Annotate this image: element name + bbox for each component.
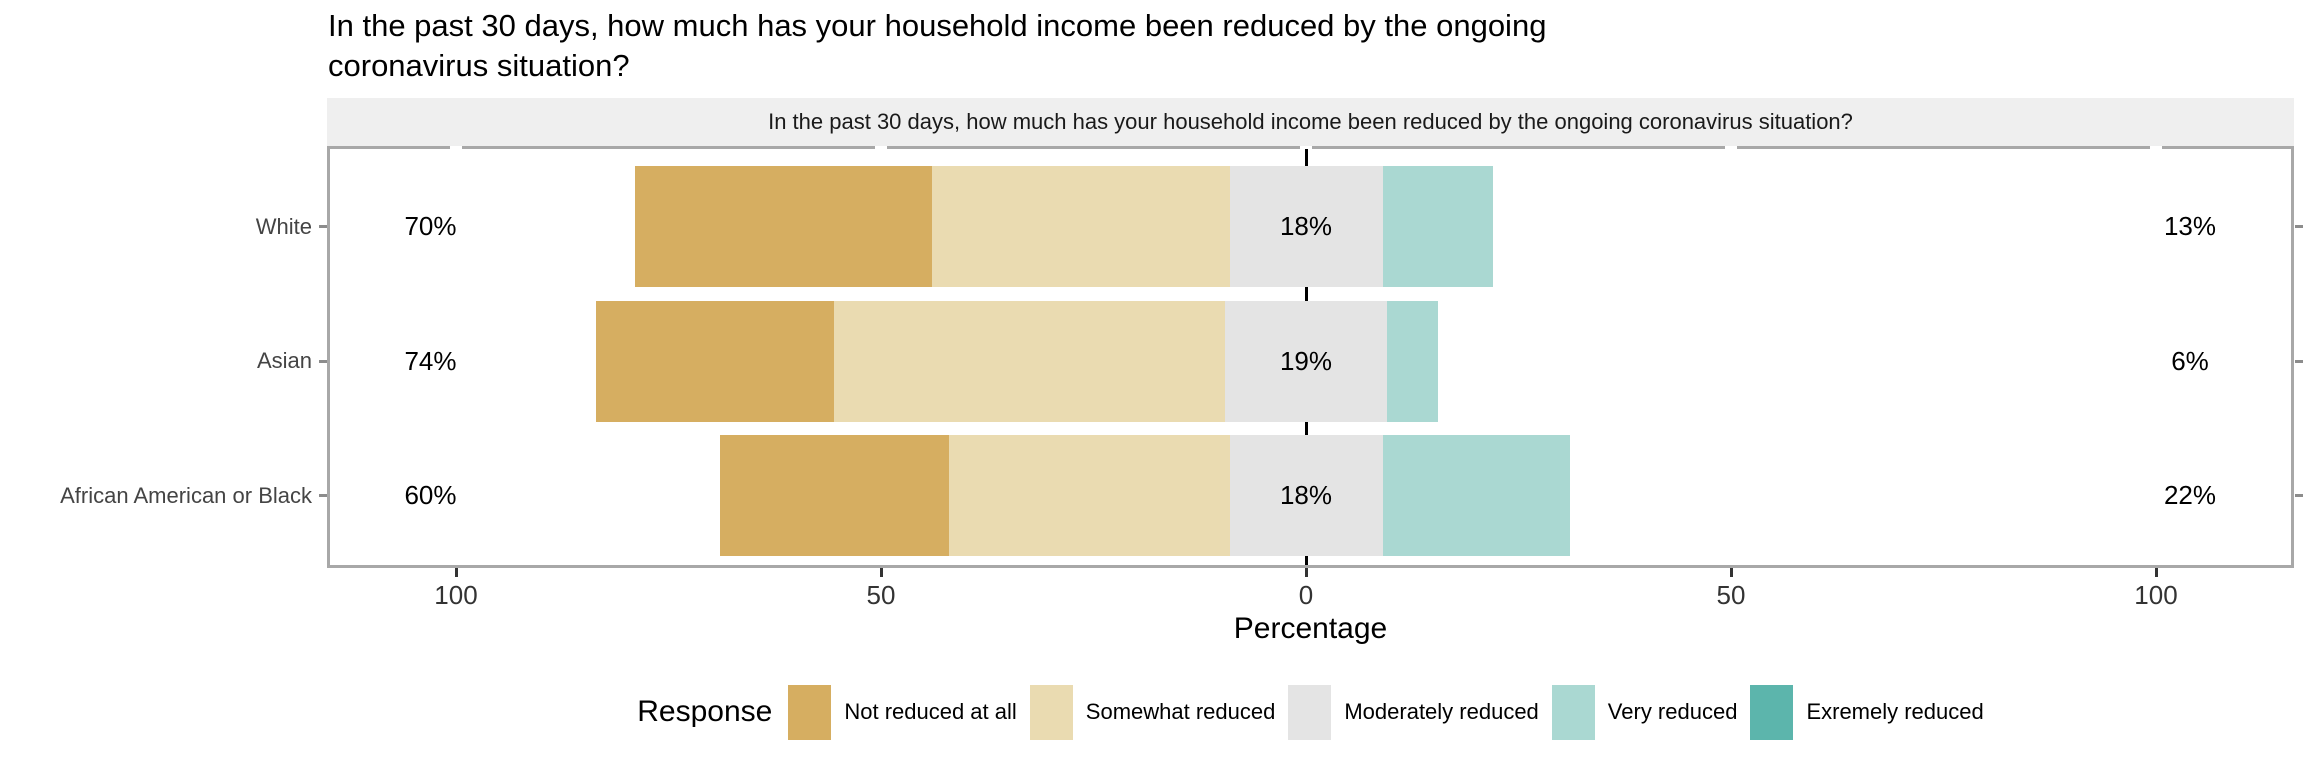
bar-row-2 xyxy=(719,435,1570,556)
legend-swatch xyxy=(788,684,832,740)
row-label-right: 13% xyxy=(2163,211,2217,241)
x-axis-tick-label: 50 xyxy=(866,580,896,610)
chart-title: In the past 30 days, how much has your h… xyxy=(328,6,1546,86)
legend-item-moderately-reduced: Moderately reduced xyxy=(1288,684,1539,740)
panel-border-top-gap xyxy=(1725,146,1737,149)
legend-swatch xyxy=(1288,684,1332,740)
bar-segment-very-reduced xyxy=(1382,435,1570,556)
x-axis-tick xyxy=(1729,568,1733,577)
row-label-right: 6% xyxy=(2171,345,2209,376)
y-axis-label: Asian xyxy=(256,348,312,373)
legend-swatch xyxy=(1029,684,1073,740)
bar-segment-moderately-reduced xyxy=(1229,166,1383,287)
bar-segment-not-reduced-at-all xyxy=(719,435,949,556)
y-axis-tick-right xyxy=(2295,359,2303,363)
legend-label: Exremely reduced xyxy=(1806,699,1984,724)
row-label-center: 18% xyxy=(1279,480,1333,510)
bar-segment-very-reduced xyxy=(1382,166,1493,287)
row-label-left: 74% xyxy=(404,345,457,376)
y-axis-tick-right xyxy=(2295,494,2303,497)
panel-border-top-gap xyxy=(2150,146,2162,149)
x-axis-tick-label: 50 xyxy=(1716,580,1746,610)
bar-segment-somewhat-reduced xyxy=(949,435,1230,556)
legend-label: Somewhat reduced xyxy=(1085,699,1276,724)
legend-swatch xyxy=(1750,684,1794,740)
legend: Response Not reduced at all Somewhat redu… xyxy=(327,682,2294,742)
row-label-center: 19% xyxy=(1279,345,1333,376)
legend-item-very-reduced: Very reduced xyxy=(1551,684,1738,740)
y-axis-label: African American or Black xyxy=(60,482,312,508)
legend-item-somewhat-reduced: Somewhat reduced xyxy=(1029,684,1276,740)
legend-title: Response xyxy=(637,695,773,728)
legend-item-not-reduced-at-all: Not reduced at all xyxy=(788,684,1017,740)
x-axis-tick xyxy=(879,568,883,577)
row-label-left: 60% xyxy=(404,480,457,510)
x-axis-tick xyxy=(454,568,458,577)
x-axis-tick-label: 100 xyxy=(2134,580,2178,610)
x-axis-tick xyxy=(2154,568,2158,577)
bar-segment-not-reduced-at-all xyxy=(596,300,835,422)
y-axis-tick-right xyxy=(2295,225,2303,228)
bar-segment-moderately-reduced xyxy=(1229,435,1383,556)
chart-title-line2: coronavirus situation? xyxy=(328,48,630,83)
x-axis-tick xyxy=(1304,568,1308,577)
bar-segment-somewhat-reduced xyxy=(834,300,1226,422)
panel-border-top-gap xyxy=(875,146,887,149)
bar-row-1 xyxy=(596,300,1438,422)
facet-strip-label: In the past 30 days, how much has your h… xyxy=(768,109,1853,134)
row-label-left: 70% xyxy=(404,211,457,241)
bar-segment-not-reduced-at-all xyxy=(634,166,932,287)
facet-strip: In the past 30 days, how much has your h… xyxy=(327,98,2294,146)
row-label-center: 18% xyxy=(1279,211,1333,241)
y-axis-tick-left xyxy=(319,359,327,363)
y-axis-tick-left xyxy=(319,494,327,497)
y-axis-tick-left xyxy=(319,225,327,228)
legend-label: Moderately reduced xyxy=(1344,699,1539,724)
legend-item-exremely-reduced: Exremely reduced xyxy=(1750,684,1984,740)
x-axis-title: Percentage xyxy=(1233,612,1388,645)
panel-border-top-gap xyxy=(450,146,462,149)
panel-border-bottom xyxy=(327,565,2294,568)
panel-border-right xyxy=(2291,146,2294,568)
bar-segment-very-reduced xyxy=(1386,300,1438,422)
row-label-right: 22% xyxy=(2163,480,2217,510)
panel-border-left xyxy=(327,146,330,568)
legend-swatch xyxy=(1551,684,1595,740)
x-axis-tick-label: 100 xyxy=(434,580,478,610)
chart-title-line1: In the past 30 days, how much has your h… xyxy=(328,8,1547,43)
legend-label: Not reduced at all xyxy=(844,699,1017,724)
bar-row-0 xyxy=(634,166,1493,287)
y-axis-label: White xyxy=(255,213,312,239)
legend-label: Very reduced xyxy=(1607,699,1738,724)
panel-border-top-gap xyxy=(1300,146,1312,149)
x-axis-tick-label: 0 xyxy=(1298,580,1314,610)
bar-segment-moderately-reduced xyxy=(1225,300,1387,422)
bar-segment-somewhat-reduced xyxy=(932,166,1230,287)
